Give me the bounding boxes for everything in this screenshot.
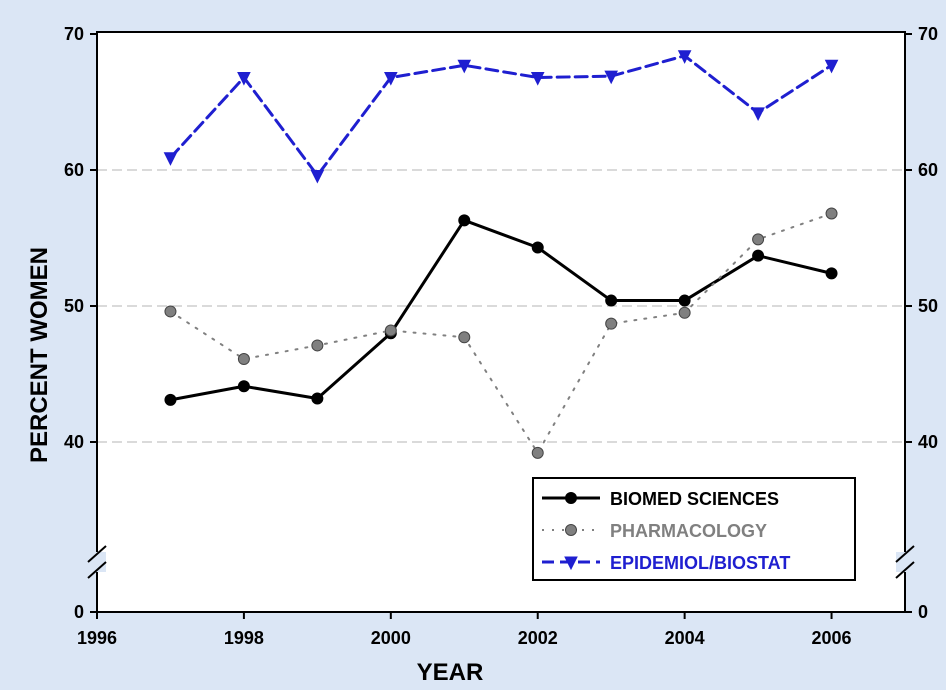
series-biomed-sciences: [164, 214, 838, 406]
series-line: [169, 212, 833, 454]
data-point: [752, 249, 765, 262]
data-point: [751, 107, 765, 121]
x-tick-label: 1996: [77, 628, 117, 648]
axis-break-left-mark: [87, 545, 107, 563]
series-epidemiol-biostat: [163, 50, 839, 184]
data-point: [457, 59, 472, 74]
data-point: [384, 324, 397, 337]
legend-swatch-marker: [565, 492, 577, 504]
y-axis-label: PERCENT WOMEN: [26, 247, 53, 463]
data-point: [678, 294, 691, 307]
data-point: [164, 393, 177, 406]
y-tick-label-left: 40: [64, 432, 84, 452]
y-tick-label-right: 70: [918, 24, 938, 44]
tick-labels: 1996 1998 2000 2002 2004 2006 0 40 50 60 70 0 40 50 60…: [64, 24, 938, 648]
data-point: [237, 380, 250, 393]
legend-swatch-marker: [565, 524, 577, 536]
legend-item-biomed-sciences: BIOMED SCIENCES: [542, 489, 779, 509]
y-tick-label-left: 70: [64, 24, 84, 44]
data-point: [752, 233, 765, 246]
y-tick-label-left: 0: [74, 602, 84, 622]
legend: BIOMED SCIENCES PHARMACOLOGY EPIDEMIOL/BIO…: [532, 477, 856, 581]
data-point: [458, 214, 471, 227]
x-tick-label: 2000: [371, 628, 411, 648]
axes: [87, 31, 915, 619]
data-point: [825, 207, 838, 220]
data-point: [237, 353, 250, 366]
axis-break-right-mark: [895, 561, 915, 579]
legend-label: BIOMED SCIENCES: [610, 489, 779, 509]
legend-item-epidemiol-biostat: EPIDEMIOL/BIOSTAT: [542, 553, 790, 573]
data-point: [237, 72, 251, 86]
series-line: [168, 218, 834, 402]
y-tick-label-right: 60: [918, 160, 938, 180]
series-line: [168, 54, 834, 177]
data-point: [163, 152, 178, 166]
series-pharmacology: [164, 207, 838, 459]
series-group: [163, 50, 839, 459]
x-axis-label: YEAR: [417, 659, 484, 685]
data-point: [605, 294, 618, 307]
data-point: [310, 169, 325, 184]
data-point: [604, 70, 618, 85]
axis-break-right-mark: [895, 545, 915, 563]
legend-item-pharmacology: PHARMACOLOGY: [542, 521, 767, 541]
data-point: [605, 317, 618, 330]
data-point: [531, 241, 544, 254]
x-tick-label: 1998: [224, 628, 264, 648]
data-point: [825, 267, 838, 280]
y-tick-label-left: 50: [64, 296, 84, 316]
data-point: [678, 306, 691, 319]
y-tick-label-left: 60: [64, 160, 84, 180]
data-point: [311, 339, 324, 352]
x-tick-label: 2006: [812, 628, 852, 648]
y-tick-label-right: 40: [918, 432, 938, 452]
x-tick-label: 2002: [518, 628, 558, 648]
data-point: [458, 331, 471, 344]
axis-break-left-mark: [87, 561, 107, 579]
data-point: [824, 59, 839, 74]
plot-frame: [96, 31, 906, 613]
data-point: [311, 392, 324, 405]
data-point: [530, 72, 545, 86]
legend-label: PHARMACOLOGY: [610, 521, 767, 541]
data-point: [164, 305, 177, 318]
data-point: [384, 72, 398, 86]
y-tick-label-right: 50: [918, 296, 938, 316]
data-point: [531, 446, 544, 459]
y-tick-label-right: 0: [918, 602, 928, 622]
legend-swatch-marker: [564, 556, 578, 571]
x-tick-label: 2004: [665, 628, 705, 648]
legend-label: EPIDEMIOL/BIOSTAT: [610, 553, 790, 573]
data-point: [677, 50, 692, 64]
